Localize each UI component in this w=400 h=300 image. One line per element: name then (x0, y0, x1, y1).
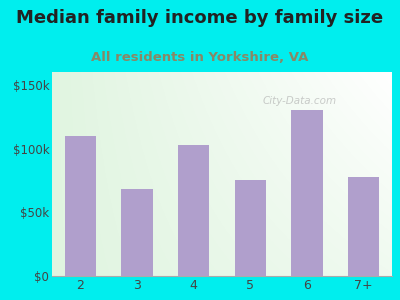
Text: City-Data.com: City-Data.com (263, 97, 337, 106)
Bar (348, 176, 379, 276)
Bar (235, 180, 266, 276)
Bar (292, 110, 322, 276)
Bar (65, 136, 96, 276)
Bar (178, 145, 209, 276)
Text: All residents in Yorkshire, VA: All residents in Yorkshire, VA (91, 51, 309, 64)
Text: Median family income by family size: Median family income by family size (16, 9, 384, 27)
Bar (122, 189, 152, 276)
